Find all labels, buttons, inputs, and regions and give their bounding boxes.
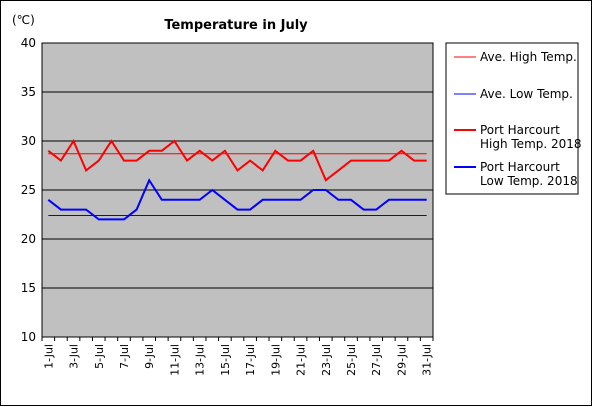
y-tick-label: 25 bbox=[21, 183, 36, 197]
y-tick-label: 20 bbox=[21, 232, 36, 246]
legend-label: High Temp. 2018 bbox=[480, 137, 582, 151]
x-tick-label: 17-Jul bbox=[244, 344, 257, 376]
x-tick-label: 9-Jul bbox=[143, 344, 156, 369]
y-axis: 10 15 20 25 30 35 40 bbox=[21, 36, 36, 344]
series-lines bbox=[47, 138, 427, 221]
legend-label: Ave. Low Temp. bbox=[480, 87, 573, 101]
x-tick-label: 11-Jul bbox=[168, 344, 181, 376]
x-tick-label: 25-Jul bbox=[345, 344, 358, 376]
x-tick-label: 7-Jul bbox=[118, 344, 131, 369]
legend-label: Ave. High Temp. bbox=[480, 50, 577, 64]
x-tick-label: 31-Jul bbox=[421, 344, 434, 376]
x-tick-label: 27-Jul bbox=[370, 344, 383, 376]
x-axis: 1-Jul 3-Jul 5-Jul 7-Jul 9-Jul 11-Jul 13-Jul 15-… bbox=[41, 337, 434, 376]
x-tick-label: 29-Jul bbox=[395, 344, 408, 376]
x-tick-label: 23-Jul bbox=[320, 344, 333, 376]
grid-lines bbox=[42, 91, 433, 289]
legend-label: Port Harcourt bbox=[480, 160, 560, 174]
x-tick-label: 13-Jul bbox=[194, 344, 207, 376]
unit-label: (℃) bbox=[12, 13, 35, 27]
x-tick-label: 19-Jul bbox=[269, 344, 282, 376]
series-line-3 bbox=[47, 178, 427, 221]
x-tick-label: 1-Jul bbox=[42, 344, 55, 369]
series-line-2 bbox=[47, 138, 427, 182]
legend-box bbox=[445, 42, 579, 195]
y-tick-label: 40 bbox=[21, 36, 36, 50]
x-tick-label: 3-Jul bbox=[68, 344, 81, 369]
x-tick-label: 21-Jul bbox=[295, 344, 308, 376]
x-tick-label: 5-Jul bbox=[93, 344, 106, 369]
legend: Ave. High Temp. Ave. Low Temp. Port Harcou… bbox=[454, 50, 582, 188]
y-tick-label: 15 bbox=[21, 281, 36, 295]
legend-label: Low Temp. 2018 bbox=[480, 174, 578, 188]
x-tick-label: 15-Jul bbox=[219, 344, 232, 376]
y-tick-label: 10 bbox=[21, 330, 36, 344]
legend-label: Port Harcourt bbox=[480, 123, 560, 137]
y-tick-label: 30 bbox=[21, 134, 36, 148]
y-tick-label: 35 bbox=[21, 85, 36, 99]
chart-title: Temperature in July bbox=[164, 18, 308, 33]
